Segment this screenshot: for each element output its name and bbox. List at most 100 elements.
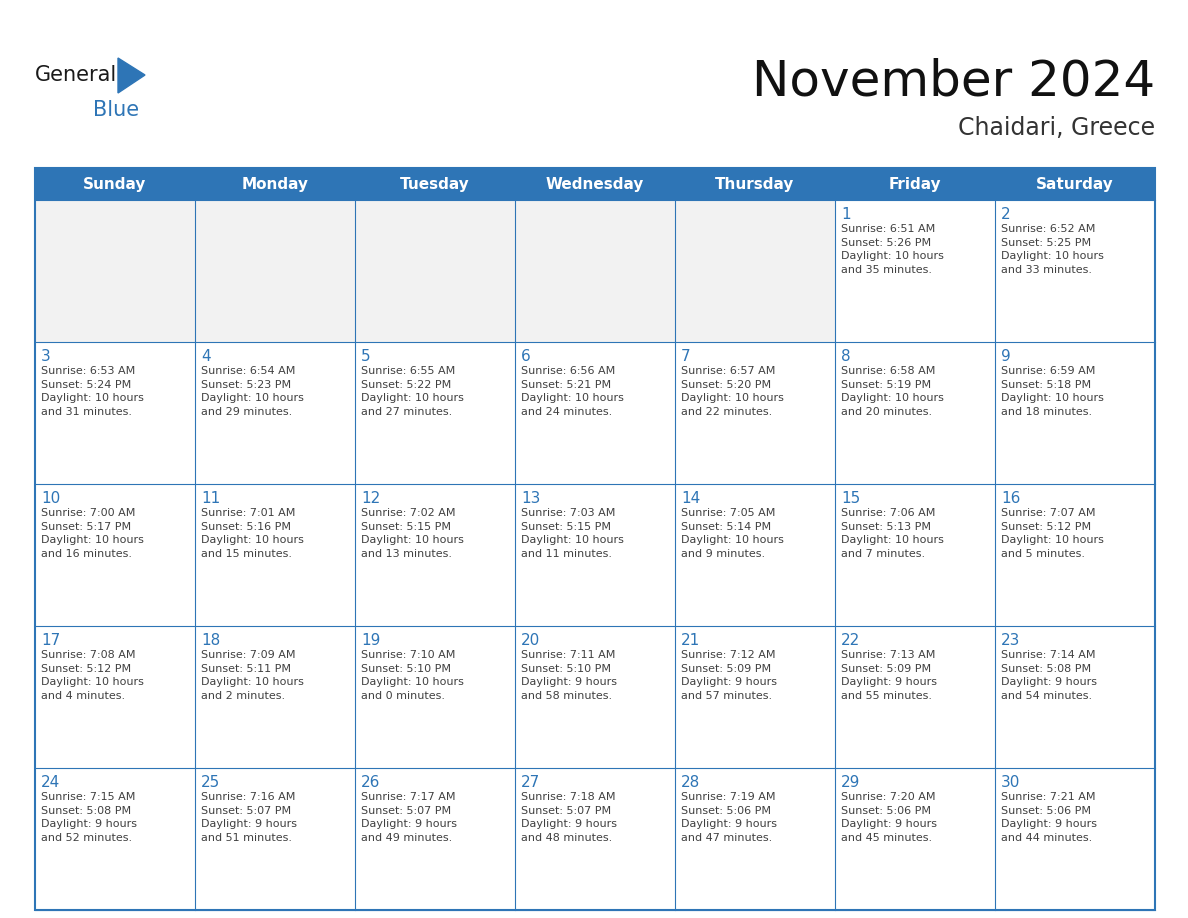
Text: Tuesday: Tuesday	[400, 176, 470, 192]
Text: Sunrise: 7:03 AM
Sunset: 5:15 PM
Daylight: 10 hours
and 11 minutes.: Sunrise: 7:03 AM Sunset: 5:15 PM Dayligh…	[522, 508, 624, 559]
Text: 26: 26	[361, 775, 380, 790]
Text: 14: 14	[681, 491, 700, 506]
Text: 23: 23	[1001, 633, 1020, 648]
Bar	[34, 484, 195, 626]
Text: Sunrise: 7:02 AM
Sunset: 5:15 PM
Daylight: 10 hours
and 13 minutes.: Sunrise: 7:02 AM Sunset: 5:15 PM Dayligh…	[361, 508, 463, 559]
Text: 29: 29	[841, 775, 860, 790]
Bar	[996, 626, 1155, 768]
Bar	[34, 200, 195, 342]
Text: 20: 20	[522, 633, 541, 648]
Bar	[195, 768, 355, 910]
Text: Thursday: Thursday	[715, 176, 795, 192]
Bar	[996, 484, 1155, 626]
Text: Sunrise: 7:10 AM
Sunset: 5:10 PM
Daylight: 10 hours
and 0 minutes.: Sunrise: 7:10 AM Sunset: 5:10 PM Dayligh…	[361, 650, 463, 700]
Text: Sunrise: 7:06 AM
Sunset: 5:13 PM
Daylight: 10 hours
and 7 minutes.: Sunrise: 7:06 AM Sunset: 5:13 PM Dayligh…	[841, 508, 944, 559]
Text: 13: 13	[522, 491, 541, 506]
Bar	[996, 168, 1155, 200]
Text: Sunrise: 7:15 AM
Sunset: 5:08 PM
Daylight: 9 hours
and 52 minutes.: Sunrise: 7:15 AM Sunset: 5:08 PM Dayligh…	[42, 792, 137, 843]
Bar	[675, 200, 835, 342]
Bar	[996, 768, 1155, 910]
Text: Sunrise: 7:05 AM
Sunset: 5:14 PM
Daylight: 10 hours
and 9 minutes.: Sunrise: 7:05 AM Sunset: 5:14 PM Dayligh…	[681, 508, 784, 559]
Bar	[835, 626, 996, 768]
Text: 19: 19	[361, 633, 380, 648]
Text: Sunrise: 7:21 AM
Sunset: 5:06 PM
Daylight: 9 hours
and 44 minutes.: Sunrise: 7:21 AM Sunset: 5:06 PM Dayligh…	[1001, 792, 1097, 843]
Text: Sunrise: 7:18 AM
Sunset: 5:07 PM
Daylight: 9 hours
and 48 minutes.: Sunrise: 7:18 AM Sunset: 5:07 PM Dayligh…	[522, 792, 617, 843]
Text: 18: 18	[201, 633, 220, 648]
Bar	[675, 768, 835, 910]
Text: Sunrise: 7:20 AM
Sunset: 5:06 PM
Daylight: 9 hours
and 45 minutes.: Sunrise: 7:20 AM Sunset: 5:06 PM Dayligh…	[841, 792, 937, 843]
Bar	[355, 768, 516, 910]
Bar	[835, 484, 996, 626]
Text: Sunrise: 6:59 AM
Sunset: 5:18 PM
Daylight: 10 hours
and 18 minutes.: Sunrise: 6:59 AM Sunset: 5:18 PM Dayligh…	[1001, 366, 1104, 417]
Text: Friday: Friday	[889, 176, 941, 192]
Text: Sunrise: 6:51 AM
Sunset: 5:26 PM
Daylight: 10 hours
and 35 minutes.: Sunrise: 6:51 AM Sunset: 5:26 PM Dayligh…	[841, 224, 944, 274]
Bar	[355, 342, 516, 484]
Text: 24: 24	[42, 775, 61, 790]
Text: 6: 6	[522, 349, 531, 364]
Bar	[355, 168, 516, 200]
Text: 8: 8	[841, 349, 851, 364]
Bar	[516, 168, 675, 200]
Text: Sunrise: 7:14 AM
Sunset: 5:08 PM
Daylight: 9 hours
and 54 minutes.: Sunrise: 7:14 AM Sunset: 5:08 PM Dayligh…	[1001, 650, 1097, 700]
Text: 15: 15	[841, 491, 860, 506]
Text: 28: 28	[681, 775, 700, 790]
Text: Sunrise: 6:52 AM
Sunset: 5:25 PM
Daylight: 10 hours
and 33 minutes.: Sunrise: 6:52 AM Sunset: 5:25 PM Dayligh…	[1001, 224, 1104, 274]
Text: 27: 27	[522, 775, 541, 790]
Bar	[675, 484, 835, 626]
Text: 4: 4	[201, 349, 210, 364]
Text: 9: 9	[1001, 349, 1011, 364]
Bar	[996, 200, 1155, 342]
Bar	[835, 768, 996, 910]
Bar	[516, 200, 675, 342]
Text: Sunrise: 7:01 AM
Sunset: 5:16 PM
Daylight: 10 hours
and 15 minutes.: Sunrise: 7:01 AM Sunset: 5:16 PM Dayligh…	[201, 508, 304, 559]
Text: Blue: Blue	[93, 100, 139, 120]
Text: Sunrise: 7:16 AM
Sunset: 5:07 PM
Daylight: 9 hours
and 51 minutes.: Sunrise: 7:16 AM Sunset: 5:07 PM Dayligh…	[201, 792, 297, 843]
Text: Saturday: Saturday	[1036, 176, 1114, 192]
Bar	[34, 168, 1155, 910]
Text: Sunrise: 7:17 AM
Sunset: 5:07 PM
Daylight: 9 hours
and 49 minutes.: Sunrise: 7:17 AM Sunset: 5:07 PM Dayligh…	[361, 792, 457, 843]
Bar	[675, 168, 835, 200]
Text: 22: 22	[841, 633, 860, 648]
Text: Chaidari, Greece: Chaidari, Greece	[958, 116, 1155, 140]
Bar	[34, 768, 195, 910]
Text: 5: 5	[361, 349, 371, 364]
Bar	[355, 484, 516, 626]
Bar	[195, 342, 355, 484]
Bar	[195, 168, 355, 200]
Bar	[516, 342, 675, 484]
Text: Sunrise: 7:09 AM
Sunset: 5:11 PM
Daylight: 10 hours
and 2 minutes.: Sunrise: 7:09 AM Sunset: 5:11 PM Dayligh…	[201, 650, 304, 700]
Text: 2: 2	[1001, 207, 1011, 222]
Bar	[34, 168, 195, 200]
Bar	[195, 200, 355, 342]
Text: Sunrise: 6:58 AM
Sunset: 5:19 PM
Daylight: 10 hours
and 20 minutes.: Sunrise: 6:58 AM Sunset: 5:19 PM Dayligh…	[841, 366, 944, 417]
Bar	[516, 484, 675, 626]
Text: 12: 12	[361, 491, 380, 506]
Text: Sunrise: 7:13 AM
Sunset: 5:09 PM
Daylight: 9 hours
and 55 minutes.: Sunrise: 7:13 AM Sunset: 5:09 PM Dayligh…	[841, 650, 937, 700]
Text: Sunrise: 6:56 AM
Sunset: 5:21 PM
Daylight: 10 hours
and 24 minutes.: Sunrise: 6:56 AM Sunset: 5:21 PM Dayligh…	[522, 366, 624, 417]
Text: Sunrise: 7:19 AM
Sunset: 5:06 PM
Daylight: 9 hours
and 47 minutes.: Sunrise: 7:19 AM Sunset: 5:06 PM Dayligh…	[681, 792, 777, 843]
Text: Monday: Monday	[241, 176, 309, 192]
Bar	[835, 168, 996, 200]
Text: Sunrise: 6:54 AM
Sunset: 5:23 PM
Daylight: 10 hours
and 29 minutes.: Sunrise: 6:54 AM Sunset: 5:23 PM Dayligh…	[201, 366, 304, 417]
Bar	[195, 484, 355, 626]
Text: Sunrise: 7:08 AM
Sunset: 5:12 PM
Daylight: 10 hours
and 4 minutes.: Sunrise: 7:08 AM Sunset: 5:12 PM Dayligh…	[42, 650, 144, 700]
Text: Sunrise: 6:57 AM
Sunset: 5:20 PM
Daylight: 10 hours
and 22 minutes.: Sunrise: 6:57 AM Sunset: 5:20 PM Dayligh…	[681, 366, 784, 417]
Bar	[675, 342, 835, 484]
Text: 25: 25	[201, 775, 220, 790]
Text: Sunrise: 7:00 AM
Sunset: 5:17 PM
Daylight: 10 hours
and 16 minutes.: Sunrise: 7:00 AM Sunset: 5:17 PM Dayligh…	[42, 508, 144, 559]
Text: Sunrise: 7:11 AM
Sunset: 5:10 PM
Daylight: 9 hours
and 58 minutes.: Sunrise: 7:11 AM Sunset: 5:10 PM Dayligh…	[522, 650, 617, 700]
Text: 7: 7	[681, 349, 690, 364]
Bar	[355, 200, 516, 342]
Text: Sunrise: 6:53 AM
Sunset: 5:24 PM
Daylight: 10 hours
and 31 minutes.: Sunrise: 6:53 AM Sunset: 5:24 PM Dayligh…	[42, 366, 144, 417]
Bar	[195, 626, 355, 768]
Text: Sunrise: 7:12 AM
Sunset: 5:09 PM
Daylight: 9 hours
and 57 minutes.: Sunrise: 7:12 AM Sunset: 5:09 PM Dayligh…	[681, 650, 777, 700]
Bar	[34, 626, 195, 768]
Bar	[835, 200, 996, 342]
Bar	[835, 342, 996, 484]
Polygon shape	[118, 58, 145, 93]
Text: 17: 17	[42, 633, 61, 648]
Bar	[996, 342, 1155, 484]
Text: 10: 10	[42, 491, 61, 506]
Text: 11: 11	[201, 491, 220, 506]
Text: Sunrise: 7:07 AM
Sunset: 5:12 PM
Daylight: 10 hours
and 5 minutes.: Sunrise: 7:07 AM Sunset: 5:12 PM Dayligh…	[1001, 508, 1104, 559]
